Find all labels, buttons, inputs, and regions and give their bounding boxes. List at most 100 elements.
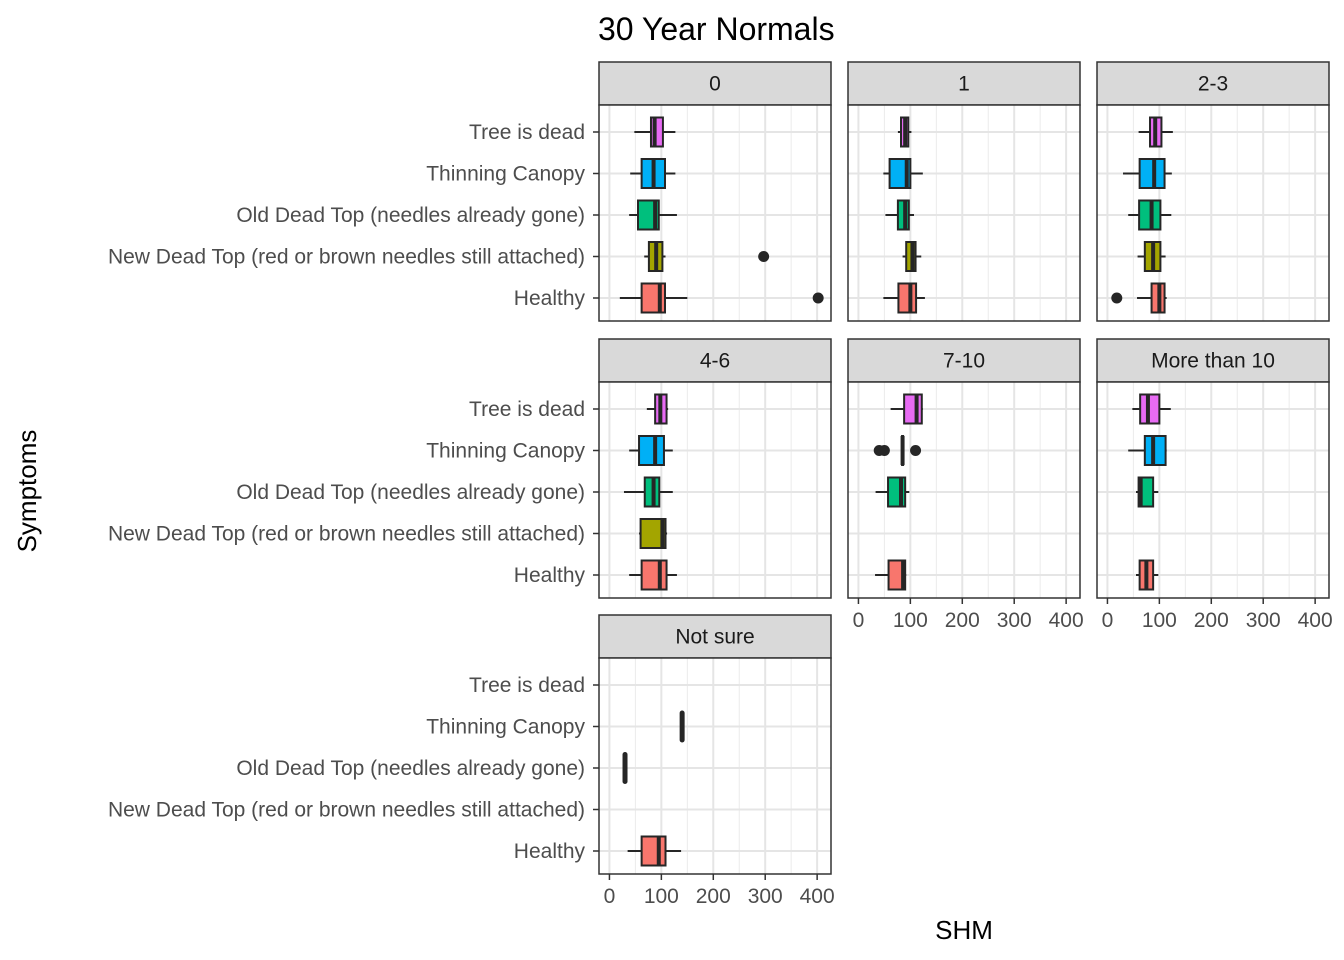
outlier-point bbox=[758, 251, 770, 262]
y-tick-label: Healthy bbox=[514, 287, 586, 310]
box-iqr bbox=[649, 116, 664, 148]
facet-strip bbox=[1096, 61, 1330, 106]
y-tick-label: Old Dead Top (needles already gone) bbox=[236, 757, 585, 780]
box-healthy bbox=[1135, 559, 1159, 591]
box-healthy bbox=[883, 282, 925, 314]
box-old-dead-top-needles-already-gone bbox=[1135, 476, 1159, 508]
box-iqr bbox=[640, 835, 667, 867]
panel-border bbox=[847, 381, 1081, 599]
y-tick-label: Thinning Canopy bbox=[426, 163, 585, 186]
outlier-point bbox=[812, 292, 824, 304]
box-old-dead-top-needles-already-gone bbox=[885, 199, 914, 231]
facet-panel-2-3: 2-3 bbox=[1096, 61, 1330, 322]
facet-panels: 0 Tree is dead Thinning Canopy Old Dead Top… bbox=[108, 61, 1333, 908]
x-tick-label: 0 bbox=[853, 609, 865, 632]
box-new-dead-top-red-or-brown-needles-still-attached bbox=[639, 518, 668, 549]
box-old-dead-top-needles-already-gone bbox=[623, 476, 673, 508]
box-thinning-canopy bbox=[883, 158, 923, 189]
facet-strip-label: 7-10 bbox=[943, 350, 985, 373]
chart-title: 30 Year Normals bbox=[598, 11, 835, 47]
x-tick-label: 400 bbox=[800, 885, 835, 908]
facet-strip-label: Not sure bbox=[675, 626, 754, 649]
box-new-dead-top-red-or-brown-needles-still-attached bbox=[644, 241, 770, 272]
panel-border bbox=[1096, 104, 1330, 322]
facet-strip bbox=[847, 338, 1081, 383]
box-old-dead-top-needles-already-gone bbox=[1128, 199, 1172, 231]
y-tick-label: New Dead Top (red or brown needles still… bbox=[108, 523, 585, 546]
plot-background bbox=[1097, 105, 1329, 321]
x-tick-label: 400 bbox=[1298, 609, 1333, 632]
y-tick-label: Old Dead Top (needles already gone) bbox=[236, 204, 585, 227]
y-tick-label: Tree is dead bbox=[469, 398, 585, 421]
box-healthy bbox=[1111, 282, 1167, 314]
y-tick-label: Healthy bbox=[514, 840, 586, 863]
box-healthy bbox=[629, 559, 677, 591]
x-axis-title: SHM bbox=[935, 915, 993, 945]
x-tick-label: 300 bbox=[997, 609, 1032, 632]
facet-strip bbox=[598, 614, 832, 659]
x-tick-label: 100 bbox=[644, 885, 679, 908]
facet-panel-more-than-10: More than 10 0 100 200 300 400 bbox=[1096, 338, 1333, 632]
facet-strip-label: More than 10 bbox=[1151, 350, 1275, 373]
x-tick-label: 300 bbox=[1246, 609, 1281, 632]
y-tick-label: Healthy bbox=[514, 564, 586, 587]
outlier-point bbox=[878, 445, 890, 456]
y-tick-label: Old Dead Top (needles already gone) bbox=[236, 481, 585, 504]
box-thinning-canopy bbox=[1128, 435, 1167, 466]
plot-background bbox=[1097, 382, 1329, 598]
panel-border bbox=[1096, 381, 1330, 599]
box-iqr bbox=[1143, 435, 1167, 466]
facet-panel-4-6: 4-6 Tree is dead Thinning Canopy Old Dead T… bbox=[108, 338, 832, 599]
x-tick-label: 400 bbox=[1049, 609, 1084, 632]
box-new-dead-top-red-or-brown-needles-still-attached bbox=[1137, 241, 1166, 272]
y-tick-label: New Dead Top (red or brown needles still… bbox=[108, 799, 585, 822]
x-tick-label: 100 bbox=[1142, 609, 1177, 632]
y-tick-label: New Dead Top (red or brown needles still… bbox=[108, 246, 585, 269]
facet-strip bbox=[1096, 338, 1330, 383]
box-iqr bbox=[897, 282, 918, 314]
x-tick-label: 300 bbox=[748, 885, 783, 908]
x-tick-label: 200 bbox=[696, 885, 731, 908]
x-tick-label: 100 bbox=[893, 609, 928, 632]
facet-panel-7-10: 7-10 0 100 200 300 400 bbox=[847, 338, 1084, 632]
x-tick-label: 200 bbox=[945, 609, 980, 632]
box-old-dead-top-needles-already-gone bbox=[875, 476, 910, 508]
box-tree-is-dead bbox=[897, 116, 912, 148]
plot-background bbox=[848, 382, 1080, 598]
facet-strip-label: 4-6 bbox=[700, 350, 730, 373]
facet-strip bbox=[598, 61, 832, 106]
box-iqr bbox=[887, 559, 907, 591]
box-tree-is-dead bbox=[1132, 393, 1171, 425]
y-tick-label: Thinning Canopy bbox=[426, 716, 585, 739]
plot-background bbox=[599, 105, 831, 321]
box-healthy bbox=[627, 835, 682, 867]
box-old-dead-top-needles-already-gone bbox=[629, 199, 677, 231]
box-tree-is-dead bbox=[634, 116, 676, 148]
y-tick-label: Tree is dead bbox=[469, 674, 585, 697]
box-tree-is-dead bbox=[1138, 116, 1173, 148]
box-new-dead-top-red-or-brown-needles-still-attached bbox=[902, 241, 922, 272]
box-healthy bbox=[619, 282, 824, 314]
box-thinning-canopy bbox=[630, 158, 676, 189]
panel-border bbox=[598, 657, 832, 875]
outlier-point bbox=[1111, 292, 1123, 304]
y-tick-label: Thinning Canopy bbox=[426, 440, 585, 463]
panel-border bbox=[598, 381, 832, 599]
facet-panel-0: 0 Tree is dead Thinning Canopy Old Dead Top… bbox=[108, 61, 832, 322]
box-iqr bbox=[1138, 158, 1166, 189]
facet-strip bbox=[847, 61, 1081, 106]
x-tick-label: 0 bbox=[604, 885, 616, 908]
panel-border bbox=[598, 104, 832, 322]
facet-panel-not-sure: Not sure Tree is dead Thinning Canopy Old D… bbox=[108, 614, 835, 908]
facet-strip-label: 0 bbox=[709, 73, 721, 96]
box-tree-is-dead bbox=[890, 393, 923, 425]
box-iqr bbox=[638, 435, 665, 466]
box-iqr bbox=[640, 559, 668, 591]
y-axis-title: Symptoms bbox=[12, 430, 42, 553]
box-thinning-canopy bbox=[873, 435, 922, 466]
x-tick-label: 0 bbox=[1102, 609, 1114, 632]
facet-strip-label: 1 bbox=[958, 73, 970, 96]
outlier-point bbox=[910, 445, 922, 456]
plot-background bbox=[848, 105, 1080, 321]
